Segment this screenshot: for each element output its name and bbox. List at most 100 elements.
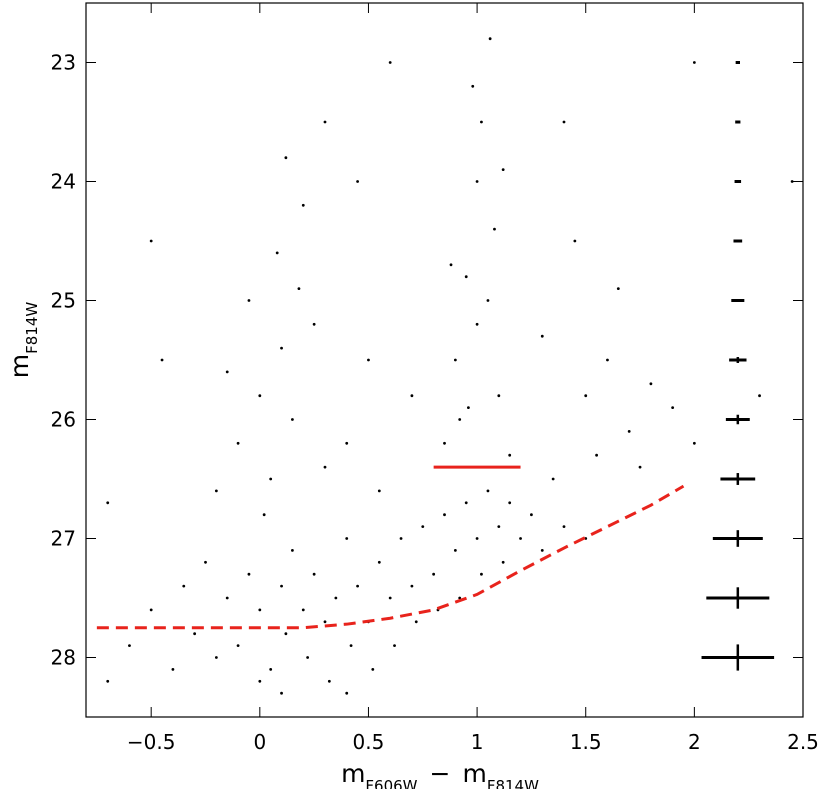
star-point — [458, 596, 462, 600]
star-point — [258, 679, 262, 683]
star-point — [606, 358, 609, 362]
star-point — [258, 608, 262, 612]
y-tick-label: 24 — [51, 170, 76, 194]
x-axis-label: mF606W − mF814W — [341, 759, 539, 789]
star-point — [508, 453, 512, 457]
star-point — [236, 644, 240, 647]
star-point — [399, 537, 403, 540]
star-point — [410, 394, 414, 398]
star-point — [349, 644, 353, 647]
x-label-sub: F814W — [487, 777, 539, 789]
star-point — [501, 168, 505, 172]
star-point — [258, 394, 262, 398]
x-label-part: m — [341, 759, 365, 788]
star-point — [262, 513, 266, 517]
star-point — [475, 322, 479, 326]
star-point — [595, 453, 598, 457]
y-tick-label: 27 — [51, 527, 76, 551]
star-point — [443, 441, 446, 445]
star-point — [377, 489, 381, 493]
x-tick-label: 0 — [253, 730, 266, 754]
star-point — [501, 560, 505, 564]
star-point — [421, 525, 425, 528]
star-point — [692, 441, 696, 445]
star-point — [269, 668, 273, 671]
star-point — [453, 358, 457, 362]
star-point — [345, 441, 349, 445]
star-point — [214, 656, 218, 659]
star-point — [312, 572, 316, 576]
star-point — [562, 525, 566, 528]
star-point — [334, 596, 338, 600]
star-point — [692, 61, 696, 64]
y-label-part: m — [5, 354, 34, 378]
star-point — [616, 287, 620, 290]
star-point — [467, 406, 470, 409]
completeness-line — [96, 484, 685, 630]
star-point — [284, 156, 288, 160]
star-point — [562, 120, 566, 124]
star-point — [464, 501, 468, 505]
star-point — [519, 537, 522, 540]
star-point — [323, 620, 327, 624]
star-point — [449, 263, 453, 267]
star-point — [540, 334, 544, 338]
star-point — [480, 120, 483, 124]
star-point — [128, 644, 131, 647]
star-point — [345, 537, 349, 540]
star-point — [327, 679, 331, 683]
star-point — [671, 406, 675, 409]
star-point — [530, 513, 533, 517]
star-point — [410, 584, 414, 588]
star-point — [356, 180, 359, 183]
star-point — [758, 394, 761, 398]
star-point — [301, 608, 305, 612]
y-axis-label: mF814W — [5, 302, 41, 379]
star-point — [367, 358, 370, 362]
plot-frame — [85, 2, 804, 718]
star-point — [225, 370, 229, 374]
star-point — [106, 679, 110, 683]
star-point — [508, 501, 512, 505]
star-point — [306, 656, 310, 659]
star-point — [149, 239, 153, 243]
star-point — [486, 299, 490, 302]
star-point — [790, 180, 794, 183]
star-point — [345, 691, 349, 695]
star-point — [458, 418, 462, 421]
star-point — [269, 477, 273, 481]
star-point — [214, 489, 218, 493]
star-point — [551, 477, 555, 481]
star-point — [493, 227, 496, 231]
star-point — [432, 572, 436, 576]
star-point — [638, 465, 642, 469]
star-point — [471, 84, 475, 88]
star-point — [275, 251, 279, 255]
star-point — [475, 537, 479, 540]
star-point — [443, 513, 446, 517]
star-point — [160, 358, 164, 362]
star-point — [225, 596, 229, 600]
star-point — [193, 632, 197, 636]
star-point — [280, 584, 283, 588]
star-point — [312, 322, 316, 326]
star-point — [464, 275, 468, 279]
star-point — [247, 572, 251, 576]
star-point — [486, 489, 490, 493]
x-tick-label: 2.5 — [787, 730, 819, 754]
star-point — [236, 441, 240, 445]
star-point — [540, 549, 544, 552]
y-tick-label: 23 — [51, 51, 76, 75]
star-point — [323, 465, 327, 469]
star-point — [323, 120, 327, 124]
star-point — [393, 644, 396, 647]
star-point — [291, 549, 294, 552]
star-point — [280, 346, 283, 350]
star-point — [649, 382, 653, 386]
star-point — [414, 620, 418, 624]
x-tick-label: 1 — [471, 730, 484, 754]
x-tick-label: 1.5 — [570, 730, 602, 754]
star-point — [453, 549, 457, 552]
star-point — [247, 299, 251, 302]
